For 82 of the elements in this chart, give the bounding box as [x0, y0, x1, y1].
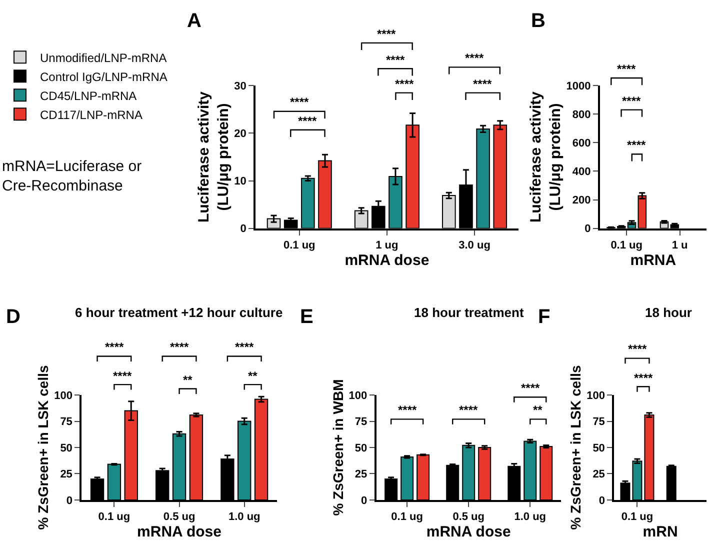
y-axis-title: % ZsGreen+ in WBM	[330, 379, 346, 516]
annotation: ****	[521, 381, 540, 395]
y-tick-label: 800	[572, 109, 591, 122]
x-axis-title: mRN	[642, 524, 678, 541]
x-tick-label: 0.1 ug	[610, 239, 642, 252]
y-tick-label: 200	[572, 194, 591, 207]
text: ****	[235, 340, 254, 354]
text: ****	[170, 340, 190, 354]
chart-title: 18 hour	[645, 305, 692, 320]
x-tick-label: 1.0 ug	[514, 511, 546, 524]
x-axis-title: mRNA	[630, 252, 676, 269]
x-axis-title: mRNA dose	[426, 524, 511, 541]
annotation: ****	[459, 403, 478, 417]
y-tick-label: 100	[348, 390, 368, 402]
text: ****	[634, 371, 654, 385]
annotation: ****	[627, 138, 646, 152]
text: D	[6, 306, 20, 328]
annotation: ****	[622, 94, 642, 108]
legend-label: CD45/LNP-mRNA	[40, 88, 137, 103]
text: ****	[386, 53, 406, 67]
y-axis-title: Luciferase activity (LU/μg protein)	[195, 90, 232, 222]
text: B	[531, 10, 546, 32]
y-axis-title: % ZsGreen+ in LSK cells	[568, 365, 584, 530]
text: ****	[113, 369, 132, 383]
text: E	[300, 306, 314, 328]
y-tick-label: 25	[592, 468, 605, 481]
x-tick-label: 0.1 ug	[283, 239, 316, 252]
y-tick-label: 25	[60, 468, 72, 481]
y-tick-label: 50	[60, 442, 72, 454]
text: **	[183, 373, 193, 387]
annotation: ****	[398, 403, 418, 417]
text: ****	[465, 51, 484, 65]
x-axis-title: mRNA dose	[344, 252, 430, 269]
y-tick-label: 100	[586, 390, 605, 402]
y-tick-label: 1000	[566, 80, 591, 93]
chart-title: 6 hour treatment +12 hour culture	[75, 305, 283, 320]
y-tick-label: 0	[240, 223, 246, 236]
y-tick-label: 10	[234, 176, 246, 188]
y-tick-label: 0	[584, 223, 591, 236]
y-axis-title: Luciferase activity (LU/μg protein)	[528, 90, 564, 222]
y-tick-label: 50	[592, 442, 605, 454]
x-axis-title: mRNA dose	[137, 524, 222, 541]
text: **	[248, 369, 258, 383]
chart-title: 18 hour treatment	[414, 305, 524, 320]
annotation: ****	[290, 95, 310, 109]
legend-label: CD117/LNP-mRNA	[40, 108, 142, 122]
text: ****	[617, 62, 636, 76]
y-tick-label: 25	[354, 468, 368, 481]
x-tick-label: 3.0 ug	[458, 239, 490, 252]
annotation: ****	[298, 114, 318, 128]
x-tick-label: 0.1 ug	[98, 511, 130, 524]
y-tick-label: 30	[234, 80, 246, 93]
text: ****	[105, 340, 124, 354]
text: mRNA=Luciferase or Cre-Recombinase	[2, 158, 142, 194]
y-tick-label: 100	[54, 390, 72, 402]
x-tick-label: 1 ug	[376, 239, 398, 252]
y-tick-label: 75	[354, 416, 368, 428]
x-tick-label: 0.5 ug	[163, 511, 196, 524]
x-tick-label: 0.1 ug	[391, 511, 423, 524]
text: A	[187, 10, 202, 32]
x-tick-label: 1.0 ug	[228, 511, 260, 524]
x-tick-label: 0.1 ug	[621, 511, 654, 524]
y-tick-label: 0	[598, 494, 605, 507]
y-axis-title: % ZsGreen+ in LSK cells	[35, 365, 52, 530]
y-tick-label: 400	[572, 166, 591, 178]
text: ****	[377, 27, 396, 41]
legend-label: Control IgG/LNP-mRNA	[40, 70, 168, 84]
y-tick-label: 600	[572, 138, 591, 150]
y-tick-label: 20	[234, 128, 246, 140]
y-tick-label: 75	[60, 416, 72, 428]
y-tick-label: 0	[66, 494, 72, 507]
legend-label: Unmodified/LNP-mRNA	[40, 50, 167, 65]
annotation: ****	[473, 77, 492, 91]
y-tick-label: 50	[354, 442, 368, 454]
y-tick-label: 0	[360, 494, 368, 507]
x-tick-label: 0.5 ug	[452, 511, 484, 524]
text: ****	[628, 342, 648, 356]
text: F	[538, 306, 550, 328]
annotation: ****	[395, 77, 414, 91]
x-tick-label: 1 u	[672, 239, 688, 252]
y-tick-label: 75	[592, 416, 605, 428]
annotation: **	[533, 403, 543, 417]
